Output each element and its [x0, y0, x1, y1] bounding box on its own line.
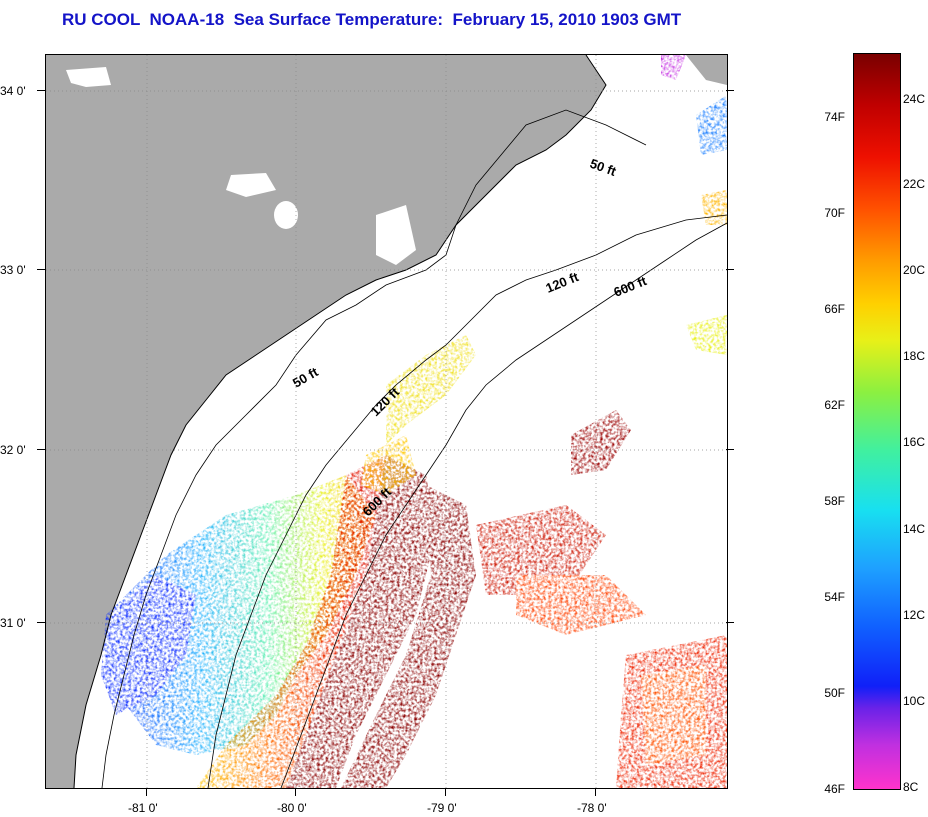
colorbar-c-12: 12C: [903, 608, 926, 622]
contour-label-120ft-north: 120 ft: [544, 269, 582, 296]
colorbar-c-18: 18C: [903, 349, 926, 363]
colorbar-f-50: 50F: [824, 686, 845, 700]
colorbar-c-16: 16C: [903, 435, 926, 449]
contour-label-50ft-south: 50 ft: [290, 364, 321, 391]
colorbar-c-10: 10C: [903, 694, 926, 708]
land-mass: [46, 55, 606, 788]
colorbar-c-22: 22C: [903, 177, 926, 191]
lat-label-34: 34 0': [0, 84, 26, 98]
lat-label-31: 31 0': [0, 616, 26, 630]
lon-label-79: -79 0': [427, 801, 457, 815]
colorbar-c-14: 14C: [903, 522, 926, 536]
colorbar-f-46: 46F: [824, 782, 845, 796]
sst-map[interactable]: 50 ft 120 ft 600 ft 50 ft 120 ft 600 ft: [45, 54, 728, 789]
lon-label-81: -81 0': [128, 801, 158, 815]
sst-map-graphic: 50 ft 120 ft 600 ft 50 ft 120 ft 600 ft: [46, 55, 727, 788]
colorbar-f-58: 58F: [824, 494, 845, 508]
colorbar-f-66: 66F: [824, 302, 845, 316]
colorbar-f-70: 70F: [824, 206, 845, 220]
temperature-colorbar: [853, 53, 901, 790]
contour-label-50ft-north: 50 ft: [588, 156, 619, 179]
graticule: [46, 55, 727, 788]
colorbar-c-8: 8C: [903, 780, 919, 794]
map-title: RU COOL NOAA-18 Sea Surface Temperature:…: [62, 10, 682, 29]
colorbar-f-74: 74F: [824, 110, 845, 124]
contour-label-600ft-north: 600 ft: [612, 273, 650, 300]
colorbar-c-24: 24C: [903, 92, 926, 106]
colorbar-f-62: 62F: [824, 398, 845, 412]
lon-label-80: -80 0': [277, 801, 307, 815]
sst-shelf-patches: [101, 475, 376, 755]
colorbar-f-54: 54F: [824, 590, 845, 604]
lon-label-78: -78 0': [577, 801, 607, 815]
lat-label-32: 32 0': [0, 443, 26, 457]
sst-gulfstream: [196, 455, 476, 788]
sst-offshore: [476, 410, 727, 788]
lat-label-33: 33 0': [0, 263, 26, 277]
colorbar-c-20: 20C: [903, 263, 926, 277]
